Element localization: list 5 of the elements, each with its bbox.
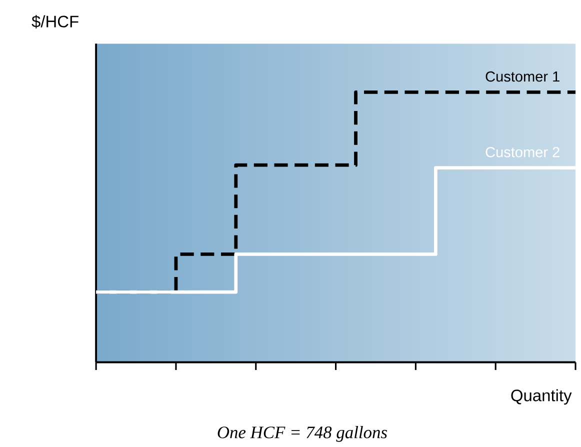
y-axis-title: $/HCF [32,14,78,28]
x-axis-title: Quantity [511,389,572,404]
series-label: Customer 2 [486,146,560,158]
series-label: Customer 1 [486,71,560,82]
text: One HCF = 748 gallons [218,426,387,442]
